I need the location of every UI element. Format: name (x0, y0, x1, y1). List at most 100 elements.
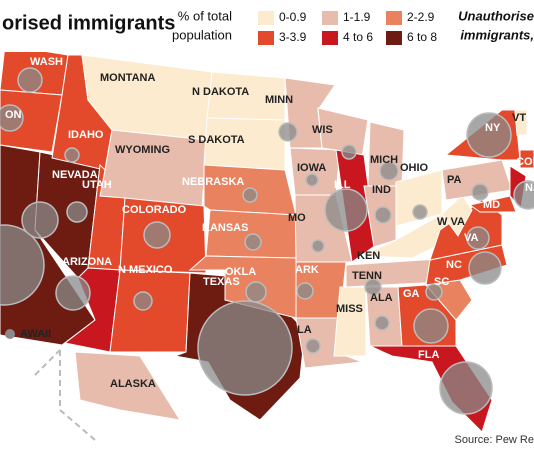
legend-label: 4 to 6 (343, 30, 373, 44)
state-label: TENN (352, 270, 382, 282)
source: Source: Pew Re (455, 434, 534, 446)
state-label: GA (403, 288, 420, 300)
state-label: NEVADA (52, 169, 98, 181)
legend-swatch (386, 31, 402, 45)
right-title: immigrants, (460, 27, 534, 42)
state-label: LA (297, 324, 312, 336)
legend-swatch (386, 11, 402, 25)
bubble (412, 204, 428, 220)
legend-label: 2-2.9 (407, 10, 435, 24)
bubble (413, 308, 449, 344)
bubble (379, 161, 399, 181)
legend-label: 6 to 8 (407, 30, 437, 44)
state-label: WYOMING (115, 144, 170, 156)
state-label: ALA (370, 292, 393, 304)
state (333, 286, 367, 357)
state-label: MISS (336, 303, 363, 315)
state-label: TEXAS (203, 276, 240, 288)
state-label: WASH (30, 56, 63, 68)
legend-swatch (258, 11, 274, 25)
bubble (17, 67, 43, 93)
bubble (64, 147, 80, 163)
state-label: IND (372, 184, 391, 196)
right-title: Unauthorise (458, 8, 534, 23)
state-label: IOWA (297, 162, 326, 174)
bubble (133, 291, 153, 311)
state-label: N DAKOTA (192, 86, 249, 98)
legend-swatch (322, 11, 338, 25)
bubbles (0, 67, 534, 415)
bubble (305, 173, 319, 187)
state-label: MD (483, 199, 500, 211)
legend: 0-0.9 1-1.9 2-2.9 3-3.9 4 to 6 6 to 8 (258, 10, 437, 45)
bubble (244, 233, 262, 251)
bubble (466, 226, 490, 250)
state-label: SC (434, 276, 449, 288)
state-label: S DAKOTA (188, 134, 245, 146)
legend-label: 3-3.9 (279, 30, 307, 44)
bubble (278, 122, 298, 142)
state (514, 109, 528, 136)
state-label: FLA (418, 349, 439, 361)
legend-swatch (322, 31, 338, 45)
bubble (5, 329, 15, 339)
state-label: NC (446, 259, 462, 271)
bubble (341, 144, 357, 160)
state-label: N MEXICO (118, 264, 173, 276)
legend-title: population (172, 27, 232, 42)
bubble (0, 224, 45, 306)
bubble (471, 183, 489, 201)
bubble (0, 104, 24, 132)
state-label: KANSAS (202, 222, 248, 234)
legend-swatch (258, 31, 274, 45)
state-label: KEN (357, 250, 380, 262)
bubble (197, 300, 293, 396)
state-label: MINN (265, 94, 293, 106)
state-label: VA (464, 232, 479, 244)
labels: WASH ON NEVADA IDAHO MONTANA WYOMING UTAH COLOR… (5, 56, 534, 390)
title: orised immigrants (2, 12, 175, 34)
bubble (245, 281, 267, 303)
state-label: ON (5, 109, 22, 121)
state-label: ALASKA (110, 378, 156, 390)
state-label: IDAHO (68, 129, 104, 141)
state (441, 194, 473, 237)
legend-label: 0-0.9 (279, 10, 307, 24)
state-label: PA (447, 174, 462, 186)
bubble (425, 283, 443, 301)
state (109, 269, 191, 353)
bubble (311, 239, 325, 253)
bubble (66, 201, 88, 223)
bubble (242, 187, 258, 203)
bubble (305, 338, 321, 354)
state-label: MO (288, 212, 306, 224)
state-label: NEBRASKA (182, 176, 244, 188)
state-label: ARK (295, 264, 319, 276)
bubble (143, 221, 171, 249)
state-label: ARIZONA (62, 256, 112, 268)
state-label: MICH (370, 154, 398, 166)
state-label: NY (485, 122, 501, 134)
bubble (466, 112, 512, 158)
bubble (439, 361, 493, 415)
bubble (468, 251, 502, 285)
state-label: COLORADO (122, 204, 187, 216)
state-label: UTAH (82, 179, 112, 191)
inset-border (34, 349, 96, 441)
bubble (296, 282, 314, 300)
state (74, 351, 182, 421)
state-label: AWAII (20, 328, 51, 340)
bubble (324, 188, 368, 232)
legend-title: % of total (178, 8, 232, 23)
state-label: WIS (312, 124, 333, 136)
legend-label: 1-1.9 (343, 10, 371, 24)
bubble (513, 180, 534, 210)
state-label: NJ (525, 182, 534, 194)
state-label: VT (512, 112, 526, 124)
state-label: OKLA (225, 266, 256, 278)
bubble (55, 275, 91, 311)
state (519, 149, 534, 169)
state-label: ILL (334, 179, 351, 191)
bubble (364, 278, 382, 296)
